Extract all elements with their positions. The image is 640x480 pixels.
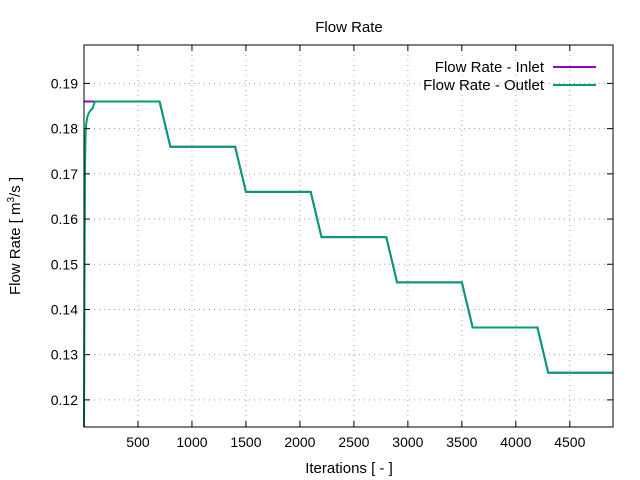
x-tick-label: 500: [126, 434, 150, 450]
y-tick-label: 0.16: [51, 211, 78, 227]
y-tick-label: 0.19: [51, 75, 78, 91]
y-axis-label-main: Flow Rate [ m: [7, 203, 24, 296]
y-tick-label: 0.18: [51, 121, 78, 137]
x-tick-label: 4000: [500, 434, 531, 450]
y-tick-label: 0.14: [51, 301, 78, 317]
grid-layer: [84, 45, 613, 427]
series-line-outlet: [83, 100, 613, 428]
y-tick-label: 0.12: [51, 392, 78, 408]
legend-label: Flow Rate - Outlet: [423, 77, 545, 94]
y-axis-label-tail: /s ]: [7, 177, 24, 197]
y-axis-label: Flow Rate [ m3/s ]: [6, 177, 24, 295]
x-tick-label: 2000: [284, 434, 315, 450]
x-tick-label: 1000: [176, 434, 207, 450]
y-tick-label: 0.13: [51, 347, 78, 363]
tick-layer: 500 1000 1500 2000 2500 3000 3500 4000 4500 0.12 0…: [51, 45, 613, 450]
y-axis-label-sup: 3: [6, 197, 17, 203]
plot-frame: [83, 44, 614, 428]
y-tick-label: 0.17: [51, 166, 78, 182]
x-tick-label: 4500: [554, 434, 585, 450]
x-tick-label: 3500: [446, 434, 477, 450]
legend-label: Flow Rate - Inlet: [435, 59, 545, 76]
x-tick-label: 3000: [392, 434, 423, 450]
y-tick-label: 0.15: [51, 256, 78, 272]
series-layer: [83, 100, 613, 428]
x-tick-label: 1500: [230, 434, 261, 450]
x-tick-label: 2500: [338, 434, 369, 450]
chart-title: Flow Rate: [315, 19, 383, 36]
x-axis-label: Iterations [ - ]: [305, 460, 393, 477]
